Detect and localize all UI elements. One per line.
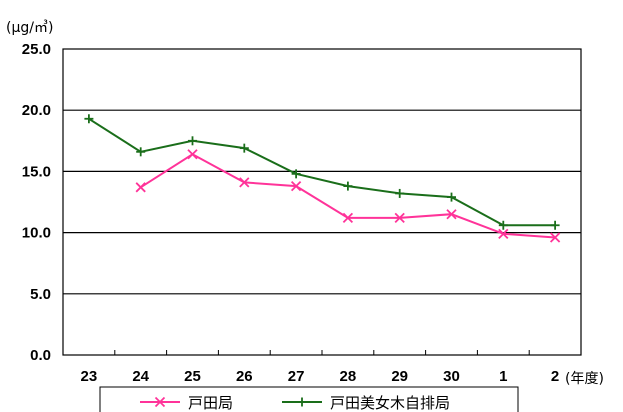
- legend-label: 戸田美女木自排局: [330, 394, 450, 412]
- series-layer: [84, 114, 561, 243]
- x-tick-label: 27: [288, 368, 305, 385]
- marker-x: [342, 212, 354, 224]
- gridlines: [63, 109, 581, 295]
- x-tick-label: 30: [443, 368, 460, 385]
- marker-x: [239, 177, 250, 188]
- marker-x: [446, 209, 457, 220]
- y-axis-unit-label: (μg/㎥): [6, 20, 53, 36]
- marker-x: [498, 228, 509, 239]
- y-tick-label: 10.0: [22, 225, 51, 242]
- legend: 戸田局 戸田美女木自排局: [99, 386, 519, 412]
- marker-x: [549, 232, 561, 243]
- series-line: [88, 117, 556, 227]
- marker-x: [154, 396, 166, 408]
- y-axis-ticks: 0.0 5.0 10.0 15.0 20.0 25.0: [22, 41, 51, 364]
- y-tick-label: 15.0: [22, 163, 51, 180]
- legend-box: [99, 386, 519, 412]
- x-tick-label: 28: [340, 368, 357, 385]
- marker-x: [135, 182, 146, 193]
- legend-label: 戸田局: [188, 394, 233, 412]
- x-tick-label: 23: [81, 368, 98, 385]
- x-tick-label: 25: [184, 368, 201, 385]
- y-tick-label: 25.0: [22, 41, 51, 58]
- x-tick-label: 29: [391, 368, 408, 385]
- series-toda-bijogi: [84, 114, 560, 230]
- x-tick-label: 1: [499, 368, 507, 385]
- series-toda: [135, 149, 561, 243]
- x-tick-label: 2: [551, 368, 559, 385]
- y-tick-label: 5.0: [30, 286, 51, 303]
- series-line: [140, 153, 556, 239]
- x-axis-ticks: 23 24 25 26 27 28 29 30 1 2: [81, 350, 559, 385]
- y-tick-label: 20.0: [22, 102, 51, 119]
- x-axis-unit-label: (年度): [565, 371, 604, 387]
- marker-x: [187, 149, 198, 160]
- marker-x: [290, 180, 302, 192]
- x-tick-label: 24: [132, 368, 149, 385]
- y-tick-label: 0.0: [30, 347, 51, 364]
- x-tick-label: 26: [236, 368, 253, 385]
- marker-x: [394, 212, 405, 224]
